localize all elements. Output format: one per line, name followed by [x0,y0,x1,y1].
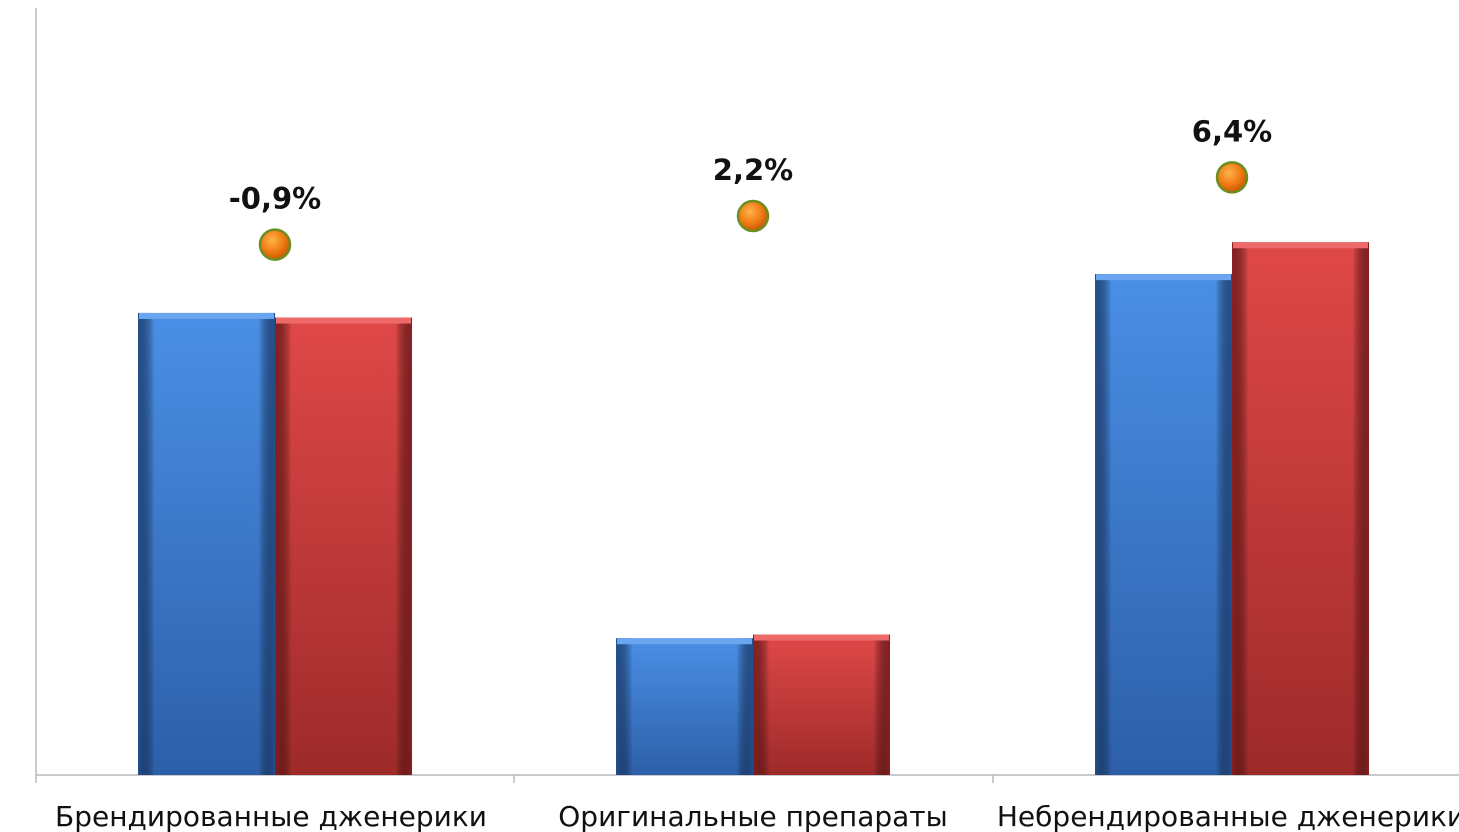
bar-shade [616,638,753,775]
x-tick-label: Брендированные дженерики [55,800,487,832]
bar-1 [1095,274,1232,775]
bar-shade [1095,274,1232,775]
bar-top-bevel [617,638,752,645]
growth-data-label: -0,9% [229,182,321,216]
bar-shade [753,634,890,775]
bar-shade [138,312,275,775]
bar-top-bevel [1096,274,1231,281]
markers-group: -0,9% 2,2% 6,4% [229,114,1272,261]
bar-2 [1232,242,1369,776]
growth-data-label: 2,2% [713,153,793,187]
bar-shade [1232,242,1369,776]
x-tick-label: Оригинальные препараты [558,800,947,832]
bar-shade [275,317,412,775]
bar-1 [138,312,275,775]
x-tick-label: Небрендированные дженерики [997,800,1459,832]
bars-group [138,242,1369,776]
growth-marker [736,199,770,233]
growth-marker [258,228,292,261]
bar-2 [753,634,890,775]
growth-marker [1215,161,1249,194]
bar-top-bevel [754,634,889,641]
x-axis-labels: Брендированные дженерики Оригинальные пр… [55,800,1459,832]
growth-data-label: 6,4% [1192,114,1272,148]
bar-1 [616,638,753,775]
bar-top-bevel [139,312,274,319]
bar-top-bevel [276,317,411,324]
bar-top-bevel [1233,242,1368,249]
bar-2 [275,317,412,775]
